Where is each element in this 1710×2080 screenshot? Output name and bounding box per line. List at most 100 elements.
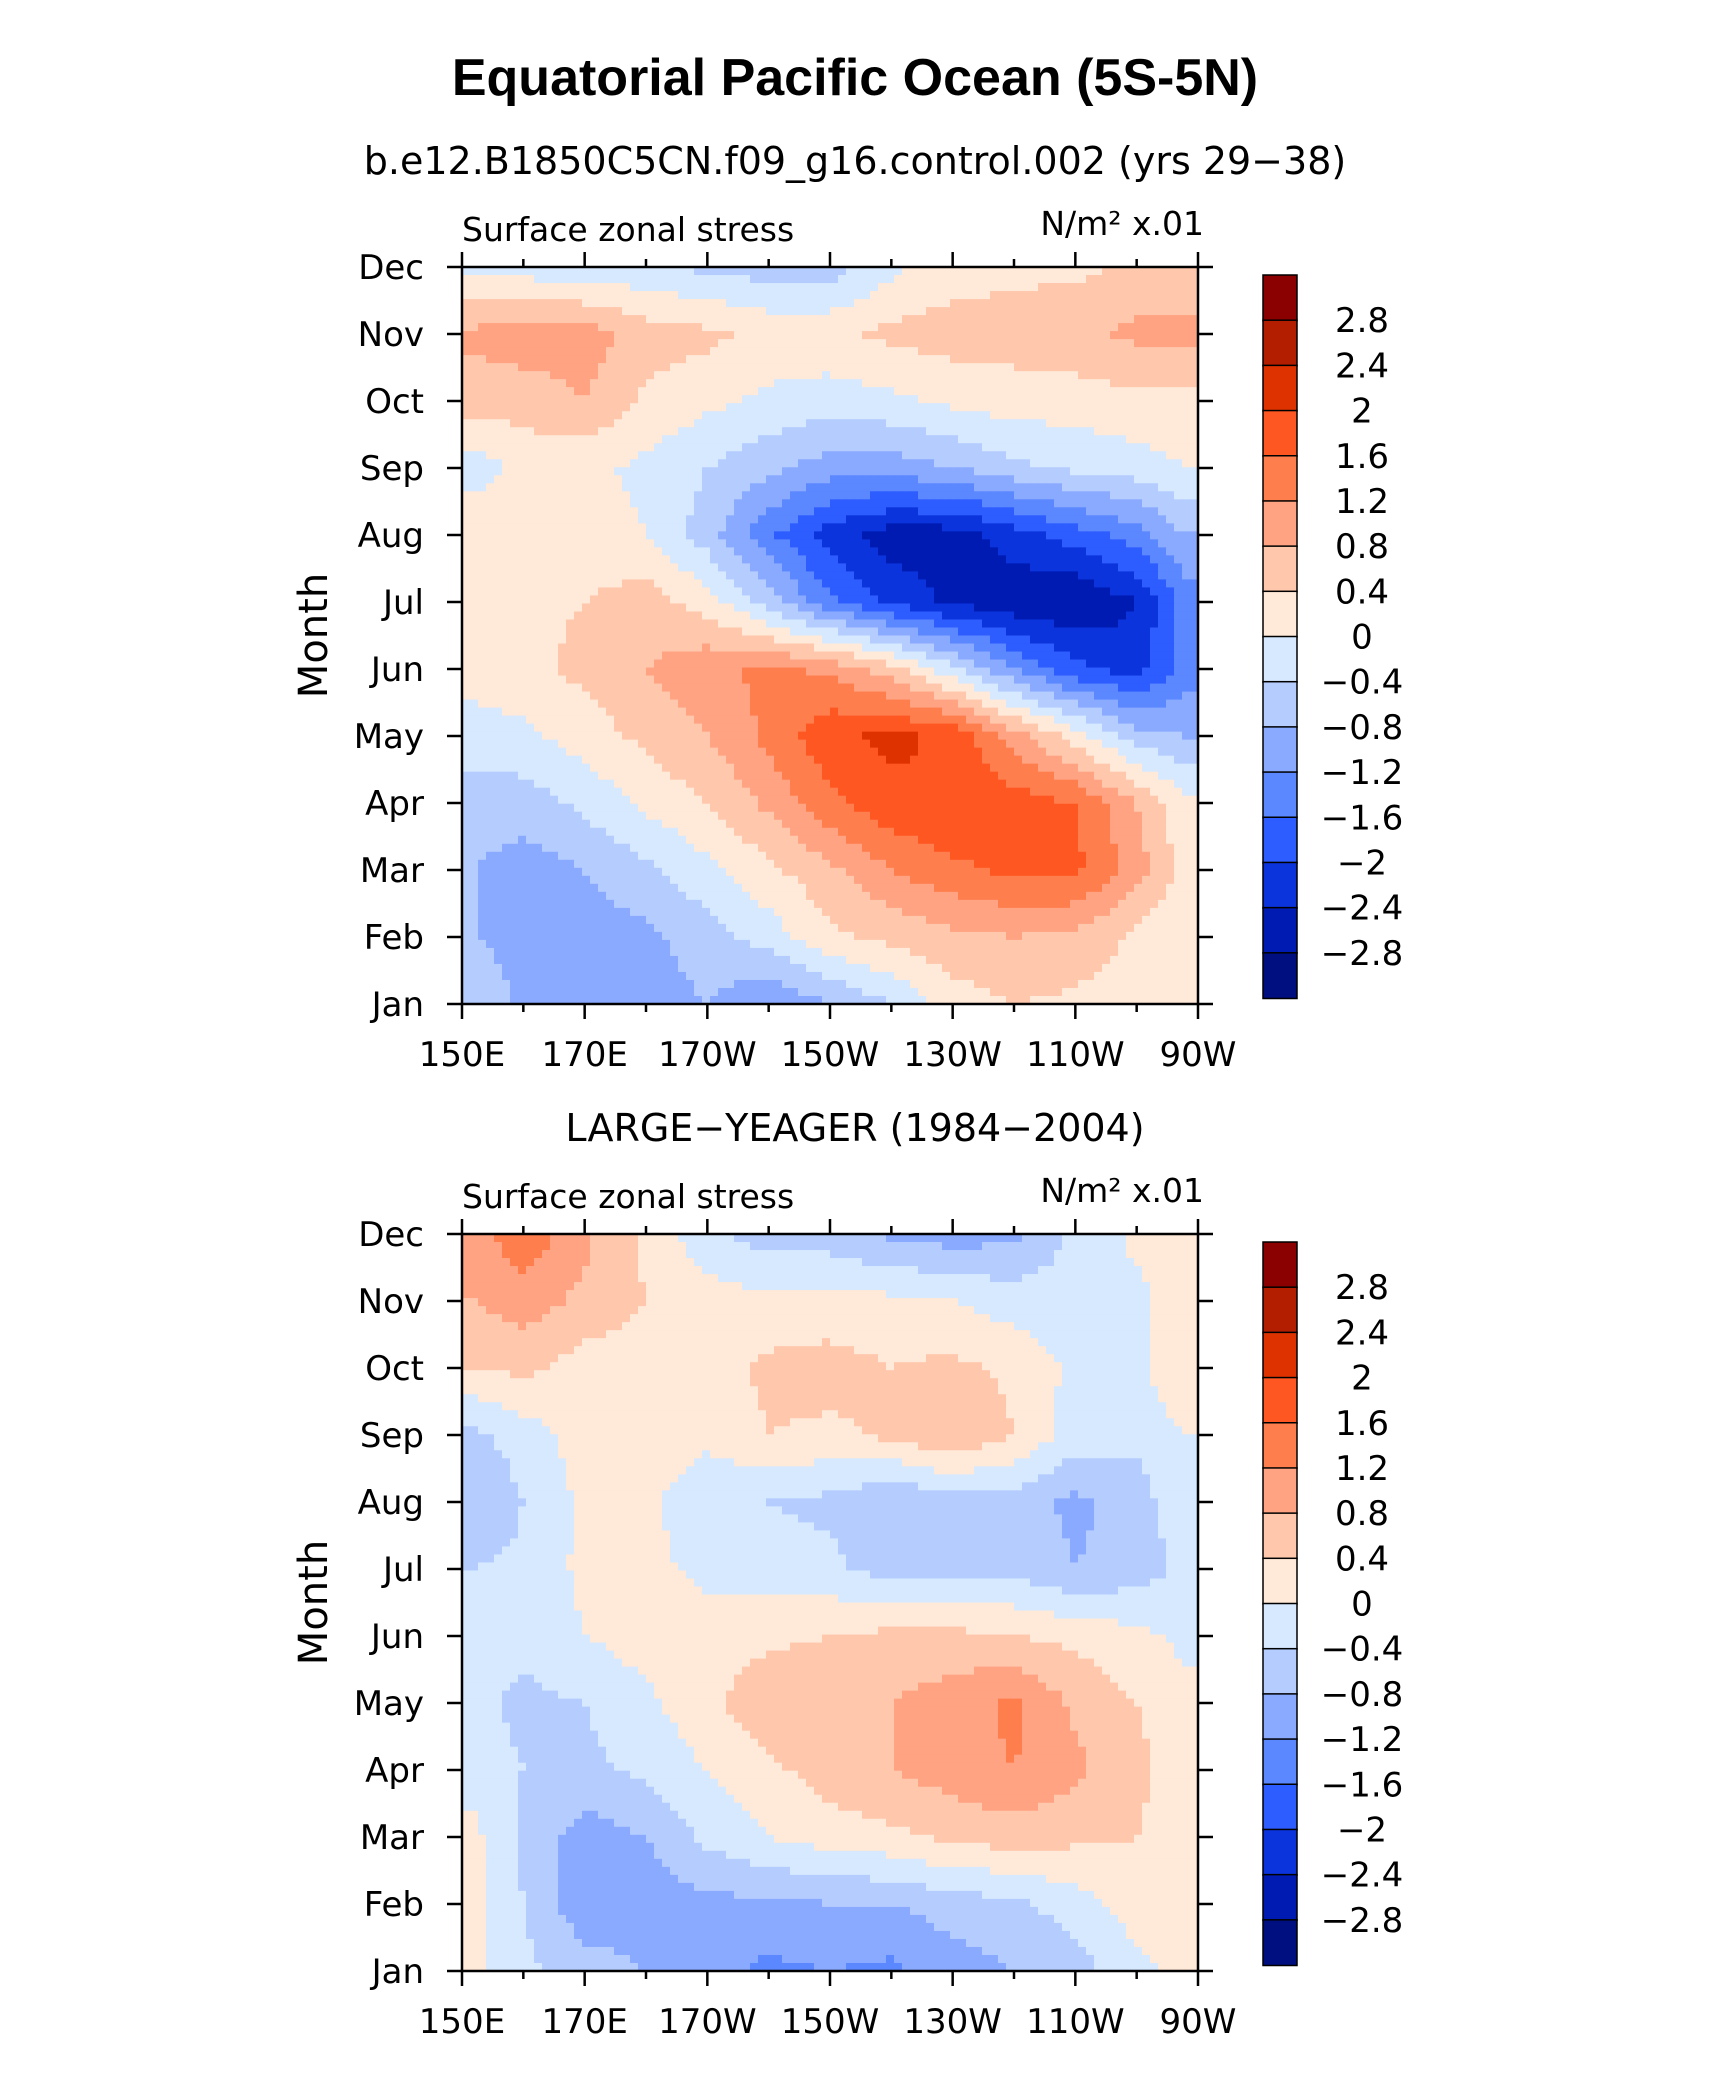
field-cell bbox=[638, 395, 647, 404]
field-cell bbox=[1150, 451, 1159, 460]
field-cell bbox=[894, 643, 903, 653]
field-cell bbox=[1134, 627, 1143, 637]
field-cell bbox=[894, 587, 903, 597]
field-cell bbox=[974, 659, 983, 669]
field-cell bbox=[478, 347, 487, 356]
field-cell bbox=[1094, 643, 1103, 653]
field-cell bbox=[1102, 523, 1111, 532]
field-cell bbox=[870, 363, 879, 372]
field-cell bbox=[870, 595, 879, 605]
field-cell bbox=[1134, 483, 1143, 492]
field-cell bbox=[782, 387, 791, 396]
field-cell bbox=[982, 491, 991, 500]
field-cell bbox=[982, 395, 991, 404]
field-cell bbox=[614, 499, 623, 508]
field-cell bbox=[494, 483, 503, 492]
field-cell bbox=[1086, 283, 1095, 292]
field-cell bbox=[622, 659, 631, 669]
field-cell bbox=[974, 515, 983, 524]
field-cell bbox=[478, 291, 487, 300]
field-cell bbox=[1150, 363, 1159, 372]
field-cell bbox=[990, 315, 999, 324]
field-cell bbox=[774, 691, 783, 701]
field-cell bbox=[934, 547, 943, 556]
field-cell bbox=[510, 459, 519, 468]
field-cell bbox=[758, 499, 767, 508]
field-cell bbox=[750, 283, 759, 292]
field-cell bbox=[494, 491, 503, 500]
field-cell bbox=[878, 667, 887, 677]
field-cell bbox=[1094, 283, 1103, 292]
field-cell bbox=[958, 467, 967, 476]
field-cell bbox=[1142, 379, 1151, 388]
field-cell bbox=[758, 451, 767, 460]
field-cell bbox=[1094, 491, 1103, 500]
field-cell bbox=[862, 347, 871, 356]
field-cell bbox=[710, 667, 719, 677]
field-cell bbox=[814, 579, 823, 589]
field-cell bbox=[630, 651, 639, 661]
field-cell bbox=[998, 275, 1007, 284]
field-cell bbox=[486, 555, 495, 564]
field-cell bbox=[502, 595, 511, 605]
field-cell bbox=[510, 603, 519, 613]
field-cell bbox=[526, 387, 535, 396]
field-cell bbox=[838, 659, 847, 669]
field-cell bbox=[614, 411, 623, 420]
field-cell bbox=[902, 379, 911, 388]
field-cell bbox=[782, 403, 791, 412]
field-cell bbox=[574, 427, 583, 436]
field-cell bbox=[1158, 499, 1167, 508]
field-cell bbox=[734, 363, 743, 372]
field-cell bbox=[1110, 467, 1119, 476]
field-cell bbox=[894, 515, 903, 524]
field-cell bbox=[862, 363, 871, 372]
field-cell bbox=[1182, 555, 1191, 564]
field-cell bbox=[1182, 459, 1191, 468]
field-cell bbox=[574, 539, 583, 548]
field-cell bbox=[846, 643, 855, 653]
field-cell bbox=[494, 387, 503, 396]
field-cell bbox=[934, 443, 943, 452]
field-cell bbox=[814, 683, 823, 693]
field-cell bbox=[582, 587, 591, 597]
field-cell bbox=[990, 347, 999, 356]
field-cell bbox=[654, 595, 663, 605]
field-cell bbox=[710, 627, 719, 637]
field-cell bbox=[718, 555, 727, 564]
field-cell bbox=[534, 483, 543, 492]
field-cell bbox=[494, 627, 503, 637]
field-cell bbox=[510, 675, 519, 685]
field-cell bbox=[622, 339, 631, 348]
field-cell bbox=[1110, 419, 1119, 428]
field-cell bbox=[534, 315, 543, 324]
field-cell bbox=[1110, 539, 1119, 548]
field-cell bbox=[694, 419, 703, 428]
field-cell bbox=[694, 667, 703, 677]
field-cell bbox=[710, 347, 719, 356]
field-cell bbox=[822, 347, 831, 356]
field-cell bbox=[718, 603, 727, 613]
field-cell bbox=[1030, 683, 1039, 693]
field-cell bbox=[1190, 459, 1198, 468]
field-cell bbox=[590, 635, 599, 645]
field-cell bbox=[462, 339, 471, 348]
field-cell bbox=[718, 651, 727, 661]
field-cell bbox=[1062, 379, 1071, 388]
field-cell bbox=[534, 643, 543, 653]
field-cell bbox=[502, 451, 511, 460]
field-cell bbox=[974, 683, 983, 693]
field-cell bbox=[1182, 299, 1191, 308]
field-cell bbox=[598, 683, 607, 693]
field-cell bbox=[486, 675, 495, 685]
field-cell bbox=[1126, 331, 1135, 340]
field-cell bbox=[1014, 619, 1023, 629]
field-cell bbox=[846, 331, 855, 340]
field-cell bbox=[734, 619, 743, 629]
field-cell bbox=[646, 355, 655, 364]
field-cell bbox=[798, 659, 807, 669]
field-cell bbox=[814, 291, 823, 300]
field-cell bbox=[582, 547, 591, 556]
field-cell bbox=[718, 667, 727, 677]
field-cell bbox=[1174, 691, 1183, 701]
